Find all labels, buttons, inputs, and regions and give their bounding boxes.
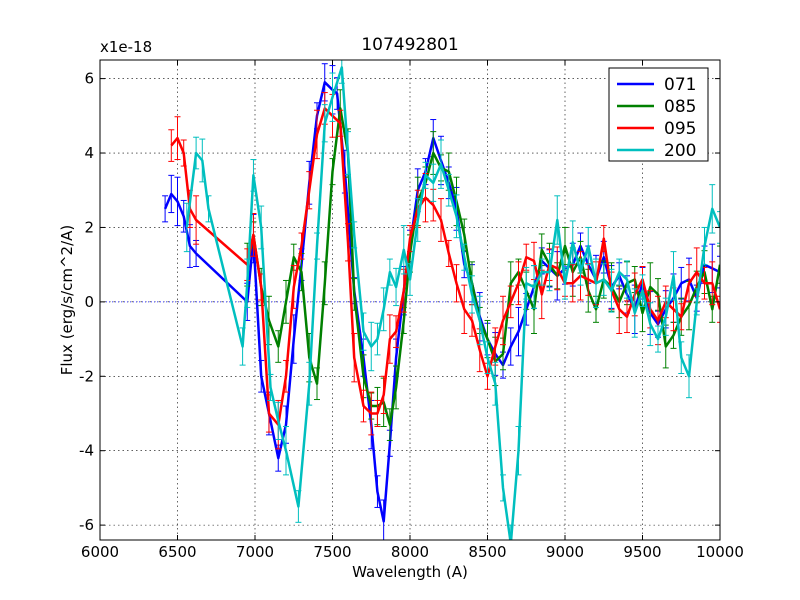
y-tick-label: 0 [84, 293, 94, 311]
x-tick-label: 7000 [236, 543, 274, 561]
x-tick-label: 9000 [546, 543, 584, 561]
legend-label-085: 085 [664, 97, 696, 117]
y-offset-text: x1e-18 [100, 38, 152, 56]
y-tick-label: 2 [84, 218, 94, 236]
legend-label-071: 071 [664, 75, 696, 95]
x-tick-label: 8000 [391, 543, 429, 561]
series-lines [162, 60, 720, 540]
y-tick-label: 4 [84, 144, 94, 162]
y-axis-label: Flux (erg/s/cm^2/A) [58, 225, 76, 376]
series-line-200 [185, 66, 720, 540]
x-tick-label: 10000 [696, 543, 744, 561]
legend-label-200: 200 [664, 141, 696, 161]
chart-title: 107492801 [361, 35, 458, 55]
x-tick-label: 6000 [81, 543, 119, 561]
y-tick-label: -4 [79, 442, 94, 460]
axis-ticks: 6000 6500 7000 7500 8000 8500 9000 9500 10000 -6 -… [79, 60, 744, 561]
series-200 [183, 60, 720, 540]
x-axis-label: Wavelength (A) [352, 563, 468, 581]
x-tick-label: 9500 [623, 543, 661, 561]
series-line-095 [170, 107, 720, 426]
y-tick-label: -6 [79, 516, 94, 534]
x-tick-label: 7500 [313, 543, 351, 561]
y-tick-label: 6 [84, 70, 94, 88]
y-tick-label: -2 [79, 367, 94, 385]
x-tick-label: 6500 [158, 543, 196, 561]
x-tick-label: 8500 [468, 543, 506, 561]
legend-label-095: 095 [664, 119, 696, 139]
